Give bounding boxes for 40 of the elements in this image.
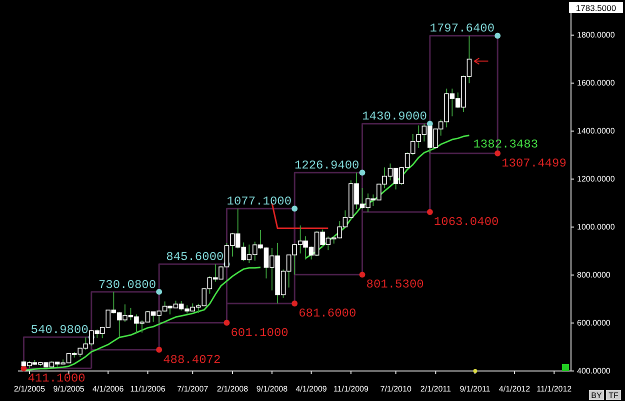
x-tick-label: 9/1/2011	[460, 384, 491, 394]
x-tick-label: 11/1/2006	[130, 384, 166, 394]
y-tick-label: 1000.0000	[577, 222, 616, 232]
text: TF	[608, 391, 618, 400]
data-label: 411.1000	[28, 371, 86, 386]
x-tick-label: 2/1/2005	[14, 384, 46, 394]
y-tick-label: 800.0000	[577, 270, 611, 280]
x-tick-label: 9/1/2008	[256, 384, 288, 394]
x-tick-label: 4/1/2012	[498, 384, 531, 394]
x-tick-label: 9/1/2005	[53, 384, 85, 394]
y-tick-label: 600.0000	[577, 318, 611, 328]
x-tick-label: 2/1/2011	[420, 384, 452, 394]
data-label: 1430.9000	[362, 110, 427, 124]
x-tick-label: 7/1/2010	[380, 384, 412, 394]
y-tick-label: 1200.0000	[577, 174, 616, 184]
x-tick-label: 11/1/2012	[536, 384, 572, 394]
data-label: 488.4072	[163, 352, 221, 367]
text: BY	[591, 391, 602, 400]
text: 1783.5000	[576, 3, 616, 13]
data-label: 1382.3483	[473, 137, 538, 152]
x-tick-label: 7/1/2007	[177, 384, 209, 394]
data-label: 540.9800	[30, 323, 88, 338]
data-label: 1307.4499	[502, 156, 566, 170]
y-tick-label: 1400.0000	[577, 126, 616, 136]
x-tick-label: 2/1/2008	[216, 384, 249, 394]
y-tick-label: 400.0000	[577, 366, 611, 376]
data-label: 845.6000	[166, 250, 224, 264]
data-label: 681.6000	[298, 306, 356, 320]
data-label: 1797.6400	[430, 22, 495, 36]
data-label: 1063.0400	[434, 214, 499, 229]
data-label: 801.5300	[366, 278, 424, 292]
x-tick-label: 4/1/2009	[296, 384, 328, 394]
x-tick-label: 11/1/2009	[333, 384, 369, 394]
data-label: 730.0800	[98, 278, 156, 292]
data-label: 1077.1000	[226, 194, 292, 209]
y-tick-label: 1600.0000	[577, 78, 616, 88]
x-tick-label: 4/1/2006	[92, 384, 124, 394]
data-label: 601.1000	[230, 326, 288, 340]
data-label: 1226.9400	[294, 158, 360, 173]
y-tick-label: 1800.0000	[577, 30, 616, 40]
